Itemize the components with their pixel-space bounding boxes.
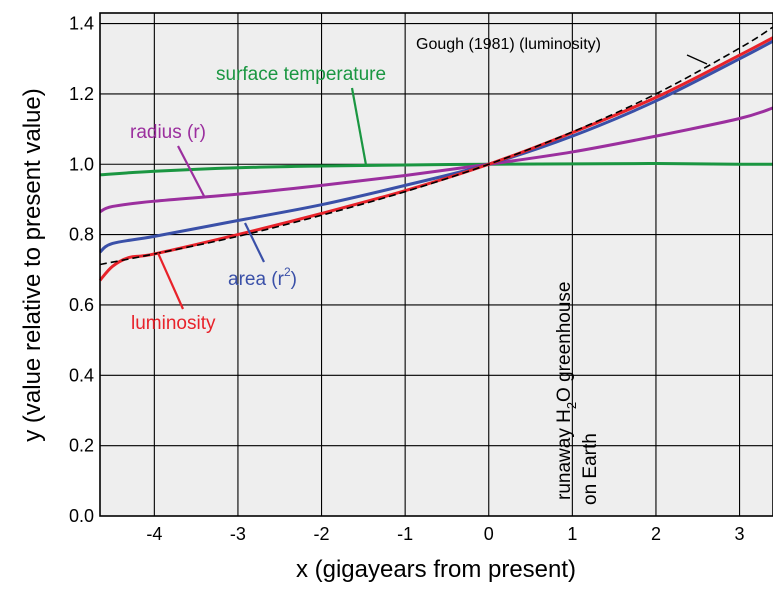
series-lines xyxy=(98,26,773,282)
y-tick-label: 0.6 xyxy=(69,295,94,315)
area-label: area (r2) xyxy=(228,265,297,290)
surface-temperature-leader xyxy=(350,87,368,166)
series-line-1 xyxy=(99,106,773,214)
x-tick-label: 1 xyxy=(567,524,577,544)
y-tick-label: 0.0 xyxy=(69,506,94,526)
surface-temperature-label: surface temperature xyxy=(216,64,386,85)
y-tick-labels: 0.0 0.2 0.4 0.6 0.8 1.0 1.2 1.4 xyxy=(69,14,94,526)
series-line-0 xyxy=(99,162,773,177)
radius-leader xyxy=(177,145,206,199)
x-tick-label: 3 xyxy=(735,524,745,544)
gough-label: Gough (1981) (luminosity) xyxy=(416,36,601,53)
plot-frame xyxy=(99,12,773,517)
x-tick-labels: -4 -3 -2 -1 0 1 2 3 xyxy=(146,524,744,544)
runaway-label: runaway H2O greenhouse xyxy=(554,282,579,500)
luminosity-label: luminosity xyxy=(131,313,216,334)
annotation-leaders xyxy=(156,54,708,310)
area-label-main: area (r xyxy=(228,269,285,290)
y-tick-label: 0.4 xyxy=(69,365,94,385)
x-tick-label: 0 xyxy=(484,524,494,544)
runaway-label-a: runaway H xyxy=(554,409,575,500)
x-tick-label: -3 xyxy=(230,524,246,544)
radius-label: radius (r) xyxy=(130,122,206,143)
x-tick-label: -2 xyxy=(314,524,330,544)
runaway-label-sub: 2 xyxy=(564,402,579,409)
x-tick-label: -1 xyxy=(397,524,413,544)
x-axis-title: x (gigayears from present) xyxy=(296,556,576,583)
on-earth-label: on Earth xyxy=(580,433,601,505)
y-tick-label: 1.0 xyxy=(69,154,94,174)
luminosity-leader xyxy=(156,252,185,310)
area-label-sup: 2 xyxy=(284,265,291,279)
series-line-4 xyxy=(99,26,773,266)
y-axis-title: y (value relative to present value) xyxy=(19,88,46,442)
y-tick-label: 0.8 xyxy=(69,225,94,245)
area-label-close: ) xyxy=(291,269,297,290)
area-leader xyxy=(244,222,265,263)
x-tick-label: 2 xyxy=(651,524,661,544)
y-tick-label: 0.2 xyxy=(69,436,94,456)
plot-background xyxy=(100,13,773,516)
series-line-3 xyxy=(98,36,773,282)
x-tick-label: -4 xyxy=(146,524,162,544)
runaway-label-b: O greenhouse xyxy=(554,282,575,402)
gough-leader xyxy=(686,54,708,65)
y-tick-label: 1.4 xyxy=(69,14,94,34)
y-tick-label: 1.2 xyxy=(69,84,94,104)
series-line-2 xyxy=(99,39,773,254)
